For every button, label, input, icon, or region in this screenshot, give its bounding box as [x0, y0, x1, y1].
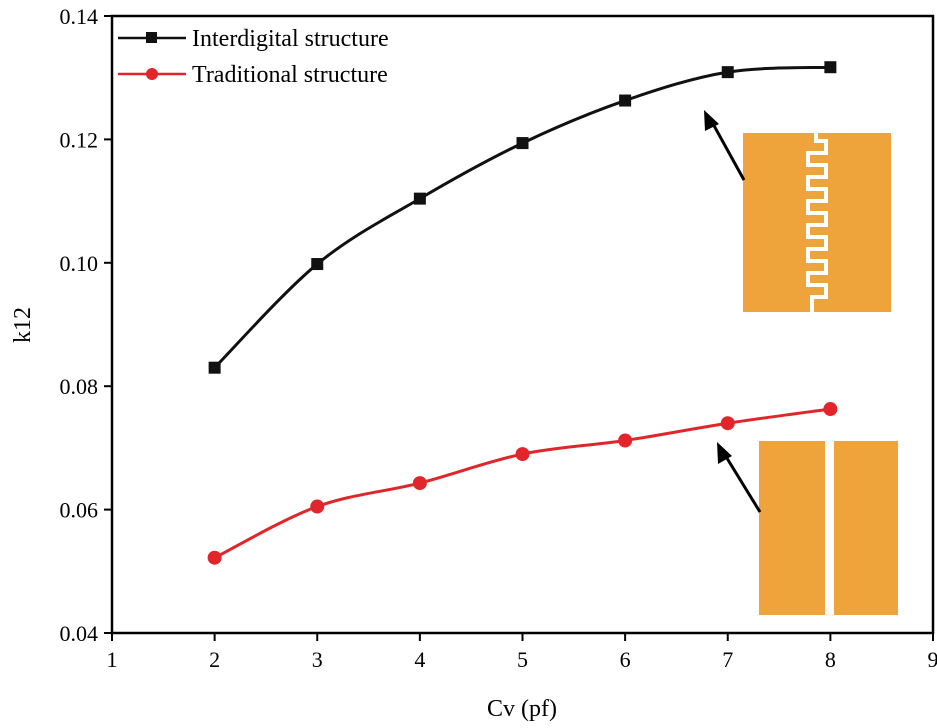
- x-tick-label: 6: [620, 647, 631, 672]
- inset-electrode-left: [759, 441, 825, 615]
- legend-entry-interdigital: Interdigital structure: [118, 26, 389, 52]
- x-tick-label: 4: [414, 647, 425, 672]
- x-tick-label: 1: [107, 647, 118, 672]
- inset-arrowhead: [704, 110, 719, 131]
- x-axis-label: Cv (pf): [487, 696, 557, 722]
- legend-entry-traditional: Traditional structure: [118, 62, 388, 88]
- legend-marker: [146, 68, 158, 80]
- inset-arrow: [710, 121, 746, 181]
- data-point: [619, 94, 632, 107]
- data-point: [823, 402, 838, 417]
- inset-arrow: [723, 454, 762, 513]
- data-point: [721, 66, 734, 79]
- inset-arrowhead: [717, 442, 732, 464]
- y-axis-ticks: 0.04 0.06 0.08 0.10 0.12 0.14: [60, 4, 112, 646]
- x-tick-label: 9: [928, 647, 937, 672]
- y-tick-label: 0.08: [60, 374, 99, 399]
- x-tick-label: 3: [312, 647, 323, 672]
- data-point: [207, 550, 222, 565]
- y-axis-label: k12: [10, 307, 36, 343]
- series-layer: [207, 61, 838, 565]
- x-tick-label: 5: [517, 647, 528, 672]
- legend-marker: [146, 32, 157, 43]
- traditional-structure-diagram: [717, 441, 898, 615]
- data-point: [618, 433, 633, 448]
- series-traditional: [207, 402, 838, 565]
- interdigital-structure-diagram: [704, 110, 891, 312]
- legend-label: Traditional structure: [192, 62, 388, 88]
- series-line: [213, 65, 831, 369]
- x-axis-ticks: 1 2 3 4 5 6 7 8 9: [107, 633, 937, 672]
- series-line: [213, 407, 831, 560]
- inset-electrode-right: [834, 441, 898, 615]
- data-point: [208, 361, 221, 374]
- inset-electrode-block: [743, 133, 891, 312]
- data-point: [412, 476, 427, 491]
- series-interdigital: [208, 61, 837, 374]
- data-point: [720, 416, 735, 431]
- x-tick-label: 7: [722, 647, 733, 672]
- legend-label: Interdigital structure: [192, 26, 389, 52]
- y-tick-label: 0.10: [60, 251, 99, 276]
- y-tick-label: 0.06: [60, 498, 99, 523]
- legend: Interdigital structure Traditional struc…: [118, 26, 389, 88]
- data-point: [516, 137, 529, 150]
- y-tick-label: 0.04: [60, 621, 99, 646]
- data-point: [515, 447, 530, 462]
- y-tick-label: 0.14: [60, 4, 99, 29]
- data-point: [413, 192, 426, 205]
- data-point: [311, 258, 324, 271]
- data-point: [310, 499, 325, 514]
- x-tick-label: 2: [209, 647, 220, 672]
- x-tick-label: 8: [825, 647, 836, 672]
- y-tick-label: 0.12: [60, 127, 99, 152]
- interdigital-gap-line: [806, 133, 828, 312]
- data-point: [824, 61, 837, 74]
